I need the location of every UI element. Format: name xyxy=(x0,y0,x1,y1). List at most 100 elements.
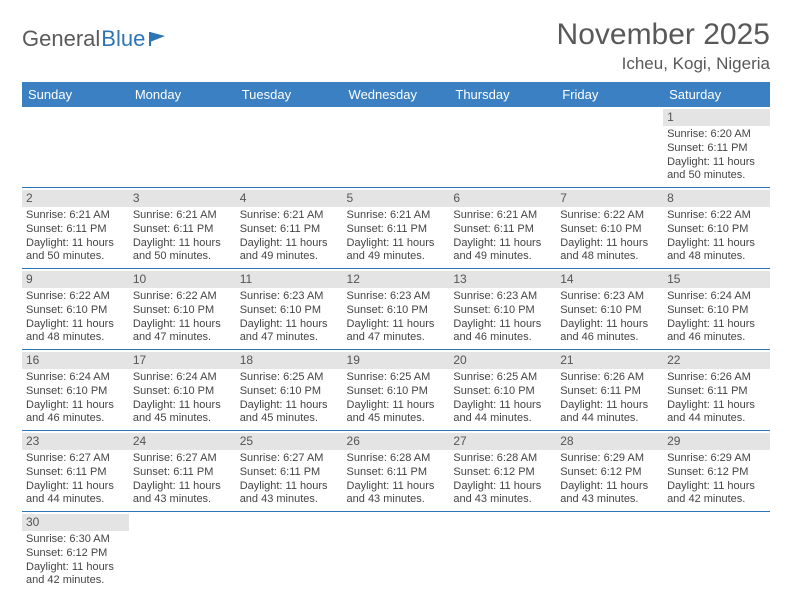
sunset-text: Sunset: 6:11 PM xyxy=(667,142,766,156)
weekday-header: Thursday xyxy=(449,82,556,107)
calendar-cell xyxy=(129,512,236,593)
sunset-text: Sunset: 6:11 PM xyxy=(26,466,125,480)
calendar-cell xyxy=(129,107,236,188)
day-number: 11 xyxy=(236,271,343,288)
day-number: 5 xyxy=(343,190,450,207)
calendar-cell: 21Sunrise: 6:26 AMSunset: 6:11 PMDayligh… xyxy=(556,350,663,431)
calendar-cell: 5Sunrise: 6:21 AMSunset: 6:11 PMDaylight… xyxy=(343,188,450,269)
day-number: 6 xyxy=(449,190,556,207)
calendar-row: 30 Sunrise: 6:30 AMSunset: 6:12 PMDayligh… xyxy=(22,512,770,593)
calendar-row: 1Sunrise: 6:20 AMSunset: 6:11 PMDaylight… xyxy=(22,107,770,188)
sunrise-text: Sunrise: 6:25 AM xyxy=(240,371,339,385)
calendar-cell xyxy=(236,512,343,593)
calendar-cell xyxy=(663,512,770,593)
sunrise-text: Sunrise: 6:21 AM xyxy=(240,209,339,223)
daylight-text: Daylight: 11 hours and 42 minutes. xyxy=(26,561,125,589)
day-number: 22 xyxy=(663,352,770,369)
daylight-text: Daylight: 11 hours and 43 minutes. xyxy=(453,480,552,508)
sunset-text: Sunset: 6:12 PM xyxy=(667,466,766,480)
weekday-header: Tuesday xyxy=(236,82,343,107)
location-label: Icheu, Kogi, Nigeria xyxy=(557,54,770,74)
sunrise-text: Sunrise: 6:28 AM xyxy=(453,452,552,466)
calendar-cell: 19Sunrise: 6:25 AMSunset: 6:10 PMDayligh… xyxy=(343,350,450,431)
daylight-text: Daylight: 11 hours and 44 minutes. xyxy=(560,399,659,427)
sunset-text: Sunset: 6:10 PM xyxy=(347,385,446,399)
day-number: 7 xyxy=(556,190,663,207)
calendar-cell xyxy=(556,512,663,593)
calendar-cell: 22Sunrise: 6:26 AMSunset: 6:11 PMDayligh… xyxy=(663,350,770,431)
sunrise-text: Sunrise: 6:25 AM xyxy=(453,371,552,385)
sunset-text: Sunset: 6:11 PM xyxy=(133,466,232,480)
sunset-text: Sunset: 6:10 PM xyxy=(560,304,659,318)
day-number: 17 xyxy=(129,352,236,369)
calendar-cell: 27Sunrise: 6:28 AMSunset: 6:12 PMDayligh… xyxy=(449,431,556,512)
daylight-text: Daylight: 11 hours and 48 minutes. xyxy=(560,237,659,265)
calendar-body: 1Sunrise: 6:20 AMSunset: 6:11 PMDaylight… xyxy=(22,107,770,592)
day-number: 19 xyxy=(343,352,450,369)
daylight-text: Daylight: 11 hours and 47 minutes. xyxy=(133,318,232,346)
logo-text-2: Blue xyxy=(101,26,145,52)
daylight-text: Daylight: 11 hours and 46 minutes. xyxy=(560,318,659,346)
calendar-cell: 7Sunrise: 6:22 AMSunset: 6:10 PMDaylight… xyxy=(556,188,663,269)
sunset-text: Sunset: 6:11 PM xyxy=(26,223,125,237)
sunrise-text: Sunrise: 6:26 AM xyxy=(667,371,766,385)
daylight-text: Daylight: 11 hours and 50 minutes. xyxy=(26,237,125,265)
calendar-cell: 2Sunrise: 6:21 AMSunset: 6:11 PMDaylight… xyxy=(22,188,129,269)
day-number: 15 xyxy=(663,271,770,288)
sunset-text: Sunset: 6:11 PM xyxy=(560,385,659,399)
calendar-cell: 14Sunrise: 6:23 AMSunset: 6:10 PMDayligh… xyxy=(556,269,663,350)
calendar-cell xyxy=(449,512,556,593)
sunset-text: Sunset: 6:11 PM xyxy=(347,466,446,480)
daylight-text: Daylight: 11 hours and 46 minutes. xyxy=(667,318,766,346)
weekday-header: Wednesday xyxy=(343,82,450,107)
daylight-text: Daylight: 11 hours and 45 minutes. xyxy=(133,399,232,427)
day-number: 13 xyxy=(449,271,556,288)
day-number: 16 xyxy=(22,352,129,369)
sunrise-text: Sunrise: 6:21 AM xyxy=(453,209,552,223)
logo-text-1: General xyxy=(22,26,100,52)
day-number: 9 xyxy=(22,271,129,288)
weekday-header-row: Sunday Monday Tuesday Wednesday Thursday… xyxy=(22,82,770,107)
day-number: 3 xyxy=(129,190,236,207)
calendar-cell: 26Sunrise: 6:28 AMSunset: 6:11 PMDayligh… xyxy=(343,431,450,512)
daylight-text: Daylight: 11 hours and 49 minutes. xyxy=(347,237,446,265)
calendar-cell: 12Sunrise: 6:23 AMSunset: 6:10 PMDayligh… xyxy=(343,269,450,350)
sunset-text: Sunset: 6:10 PM xyxy=(26,304,125,318)
calendar-cell: 24Sunrise: 6:27 AMSunset: 6:11 PMDayligh… xyxy=(129,431,236,512)
weekday-header: Saturday xyxy=(663,82,770,107)
sunset-text: Sunset: 6:10 PM xyxy=(240,304,339,318)
daylight-text: Daylight: 11 hours and 44 minutes. xyxy=(26,480,125,508)
sunrise-text: Sunrise: 6:30 AM xyxy=(26,533,125,547)
month-title: November 2025 xyxy=(557,18,770,52)
sunrise-text: Sunrise: 6:24 AM xyxy=(667,290,766,304)
daylight-text: Daylight: 11 hours and 43 minutes. xyxy=(347,480,446,508)
sunset-text: Sunset: 6:10 PM xyxy=(240,385,339,399)
daylight-text: Daylight: 11 hours and 44 minutes. xyxy=(667,399,766,427)
calendar-table: Sunday Monday Tuesday Wednesday Thursday… xyxy=(22,82,770,592)
daylight-text: Daylight: 11 hours and 50 minutes. xyxy=(133,237,232,265)
calendar-cell: 25Sunrise: 6:27 AMSunset: 6:11 PMDayligh… xyxy=(236,431,343,512)
day-number: 23 xyxy=(22,433,129,450)
calendar-cell: 1Sunrise: 6:20 AMSunset: 6:11 PMDaylight… xyxy=(663,107,770,188)
sunset-text: Sunset: 6:12 PM xyxy=(453,466,552,480)
sunset-text: Sunset: 6:10 PM xyxy=(26,385,125,399)
day-number: 30 xyxy=(22,514,129,531)
calendar-cell: 30 Sunrise: 6:30 AMSunset: 6:12 PMDayligh… xyxy=(22,512,129,593)
sunset-text: Sunset: 6:12 PM xyxy=(26,547,125,561)
sunrise-text: Sunrise: 6:21 AM xyxy=(133,209,232,223)
calendar-cell: 18Sunrise: 6:25 AMSunset: 6:10 PMDayligh… xyxy=(236,350,343,431)
sunrise-text: Sunrise: 6:22 AM xyxy=(667,209,766,223)
daylight-text: Daylight: 11 hours and 45 minutes. xyxy=(347,399,446,427)
sunset-text: Sunset: 6:10 PM xyxy=(133,385,232,399)
sunset-text: Sunset: 6:10 PM xyxy=(453,304,552,318)
calendar-cell xyxy=(449,107,556,188)
calendar-cell: 16Sunrise: 6:24 AMSunset: 6:10 PMDayligh… xyxy=(22,350,129,431)
sunrise-text: Sunrise: 6:22 AM xyxy=(133,290,232,304)
calendar-cell: 11Sunrise: 6:23 AMSunset: 6:10 PMDayligh… xyxy=(236,269,343,350)
calendar-cell: 8Sunrise: 6:22 AMSunset: 6:10 PMDaylight… xyxy=(663,188,770,269)
flag-icon xyxy=(149,30,171,48)
sunset-text: Sunset: 6:10 PM xyxy=(560,223,659,237)
day-number: 8 xyxy=(663,190,770,207)
calendar-cell: 4Sunrise: 6:21 AMSunset: 6:11 PMDaylight… xyxy=(236,188,343,269)
sunrise-text: Sunrise: 6:24 AM xyxy=(26,371,125,385)
